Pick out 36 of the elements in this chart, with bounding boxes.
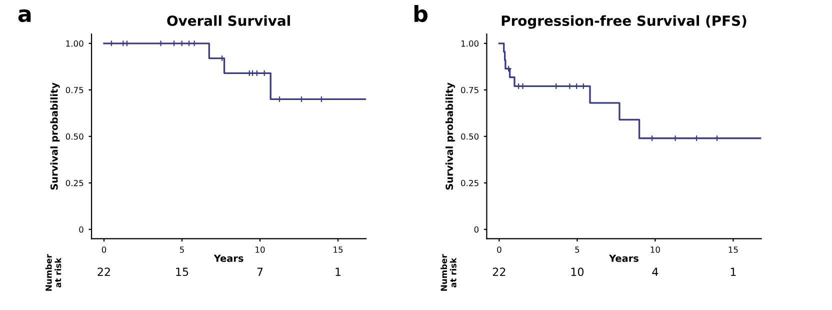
text: 15 — [176, 268, 188, 276]
y-tick-label: 1.00 — [66, 40, 84, 47]
x-tick-label: 5 — [575, 246, 580, 253]
x-axis-title: Years — [608, 254, 638, 262]
x-tick-label: 5 — [180, 246, 184, 253]
x-axis-title: Years — [214, 254, 244, 262]
y-tick-label: 0.50 — [461, 133, 479, 140]
x-tick-label: 15 — [728, 246, 738, 253]
y-tick-label: 0.50 — [66, 133, 84, 140]
y-tick-label: 0.25 — [66, 180, 84, 186]
chart-title: Overall Survival — [167, 15, 290, 26]
y-axis-title: Survival probability — [50, 82, 60, 190]
y-axis-title: Survival probability — [445, 82, 455, 190]
text: a — [18, 9, 31, 22]
y-tick-label: 0.75 — [66, 86, 84, 94]
x-tick-label: 10 — [650, 246, 660, 253]
y-tick-label: 0.75 — [461, 86, 478, 94]
text: 7 — [257, 268, 263, 276]
text: 1 — [336, 268, 341, 276]
x-tick-label: 0 — [497, 246, 502, 253]
text: 4 — [652, 268, 658, 276]
text: 1 — [730, 268, 736, 276]
text: b — [414, 4, 428, 22]
y-tick-label: 0 — [79, 226, 84, 233]
y-tick-label: 0.25 — [461, 180, 478, 186]
y-tick-label: 1.00 — [461, 40, 479, 47]
text: 10 — [571, 268, 584, 276]
x-tick-label: 10 — [256, 246, 265, 253]
text: Number at risk — [440, 254, 456, 291]
chart-title: Progression-free Survival (PFS) — [502, 15, 746, 29]
x-tick-label: 0 — [102, 246, 106, 253]
x-tick-label: 15 — [334, 246, 343, 253]
text: 22 — [492, 268, 506, 276]
text: 22 — [98, 268, 110, 276]
y-tick-label: 0 — [474, 226, 479, 233]
text: Number at risk — [45, 254, 62, 291]
